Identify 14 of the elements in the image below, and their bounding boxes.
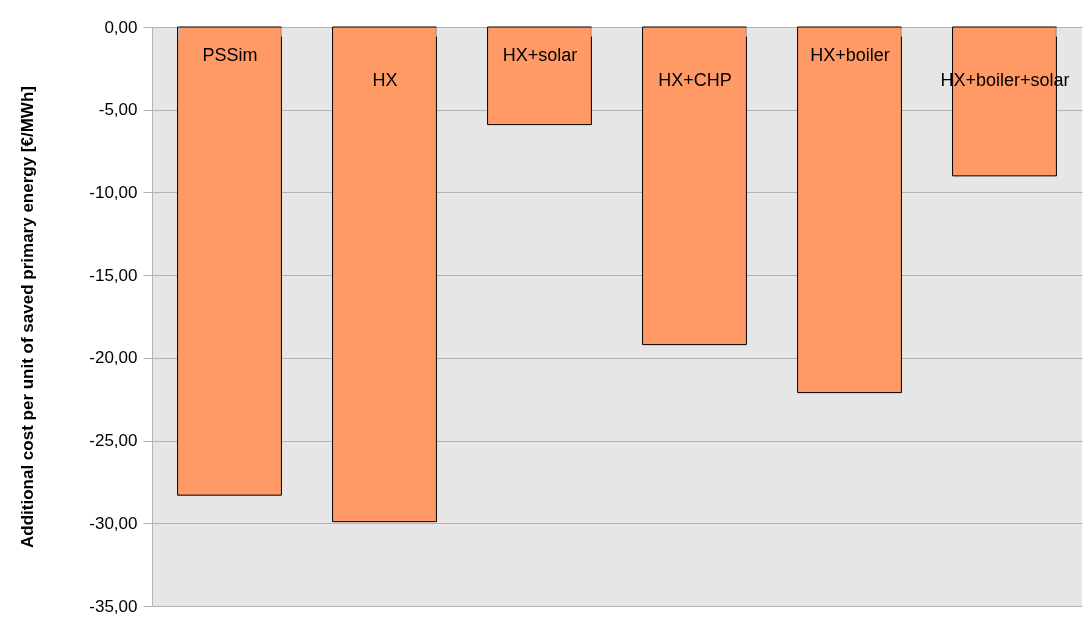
x-tick-label: PSSim xyxy=(202,44,258,65)
y-tick-label: 0,00 xyxy=(104,17,138,37)
y-tick-label: -30,00 xyxy=(89,513,138,533)
x-tick-label: HX+boiler xyxy=(810,44,890,65)
y-tick-label: -15,00 xyxy=(89,265,138,285)
y-tick-label: -10,00 xyxy=(89,182,138,202)
y-tick-label: -25,00 xyxy=(89,431,138,451)
y-tick-label: -35,00 xyxy=(89,596,138,616)
y-axis-title: Additional cost per unit of saved primary energy [€/MWh] xyxy=(18,86,38,548)
x-tick-label: HX+CHP xyxy=(658,69,732,90)
x-tick-label: HX xyxy=(372,69,398,90)
x-tick-label: HX+solar xyxy=(502,44,578,65)
y-tick-label: -5,00 xyxy=(98,100,138,120)
y-tick-label: -20,00 xyxy=(89,348,138,368)
